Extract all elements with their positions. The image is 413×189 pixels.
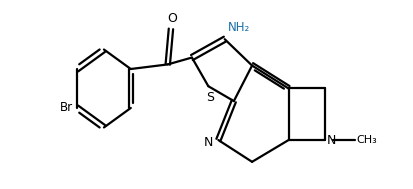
Text: CH₃: CH₃ — [356, 135, 377, 145]
Text: NH₂: NH₂ — [228, 21, 250, 34]
Text: N: N — [204, 136, 213, 149]
Text: N: N — [327, 134, 336, 146]
Text: S: S — [206, 91, 214, 104]
Text: O: O — [167, 12, 177, 25]
Text: Br: Br — [60, 101, 74, 115]
